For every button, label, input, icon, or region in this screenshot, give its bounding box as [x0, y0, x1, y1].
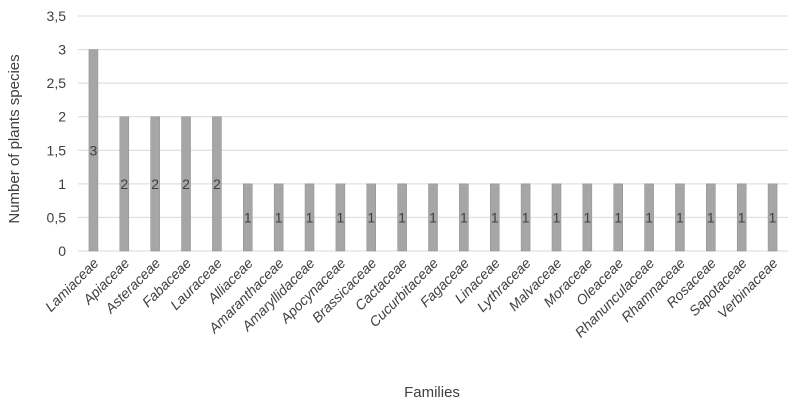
x-category-labels: LamiaceaeApiaceaeAsteraceaeFabaceaeLaura…	[42, 255, 781, 341]
y-tick-label: 1	[58, 176, 66, 192]
bar-alliaceae	[243, 183, 253, 252]
bar-fabaceae	[181, 116, 191, 252]
data-label: 1	[491, 209, 499, 225]
bar-amaryllidaceae	[304, 183, 315, 252]
bar-amaranthaceae	[273, 183, 284, 252]
y-tick-label: 0,5	[47, 209, 67, 225]
data-label: 1	[645, 209, 653, 225]
y-tick-label: 3,5	[47, 8, 67, 24]
data-label: 1	[336, 209, 344, 225]
bar-apocynaceae	[335, 183, 346, 252]
x-axis-title: Families	[404, 384, 460, 401]
y-axis-title: Number of plants species	[6, 54, 23, 223]
y-tick-labels: 0 0,5 1 1,5 2 2,5 3 3,5	[47, 8, 67, 259]
data-label: 3	[90, 142, 98, 158]
data-label: 1	[738, 209, 746, 225]
bar-apiaceae	[119, 116, 130, 252]
bar-cucurbitaceae	[428, 183, 438, 252]
y-tick-label: 2,5	[47, 75, 67, 91]
bar-moraceae	[582, 183, 593, 252]
bar-oleaceae	[613, 183, 623, 252]
data-label: 1	[275, 209, 283, 225]
data-label: 1	[429, 209, 437, 225]
bar-fagaceae	[459, 183, 469, 252]
data-label: 2	[182, 176, 190, 192]
bar-brassicaceae	[366, 183, 377, 252]
data-labels: 3 2 2 2 2 1 1 1 1 1 1 1 1 1 1 1 1 1 1 1 1 1 1	[90, 142, 777, 225]
data-label: 2	[151, 176, 159, 192]
data-label: 1	[707, 209, 715, 225]
bar-rhamnaceae	[675, 183, 685, 252]
data-label: 2	[120, 176, 128, 192]
bar-asteraceae	[150, 116, 160, 252]
data-label: 1	[306, 209, 314, 225]
bar-rosaceae	[706, 183, 716, 252]
data-label: 1	[398, 209, 406, 225]
bar-linaceae	[489, 183, 500, 252]
y-tick-label: 3	[58, 42, 66, 58]
bar-lythraceae	[520, 183, 531, 252]
data-label: 1	[522, 209, 530, 225]
y-tick-label: 2	[58, 109, 66, 125]
data-label: 1	[676, 209, 684, 225]
data-label: 1	[460, 209, 468, 225]
bar-lamiaceae	[88, 49, 99, 252]
data-label: 2	[213, 176, 221, 192]
data-label: 1	[614, 209, 622, 225]
data-label: 1	[553, 209, 561, 225]
bar-rhanunculaceae	[644, 183, 654, 252]
data-label: 1	[769, 209, 777, 225]
data-label: 1	[583, 209, 591, 225]
data-label: 1	[367, 209, 375, 225]
y-tick-label: 0	[58, 243, 66, 259]
data-label: 1	[244, 209, 252, 225]
bar-cactaceae	[397, 183, 407, 252]
bar-verbinaceae	[767, 183, 778, 252]
bar-lauraceae	[212, 116, 222, 252]
bars	[88, 49, 778, 252]
y-tick-label: 1,5	[47, 142, 67, 158]
bar-sapotaceae	[736, 183, 747, 252]
bar-malvaceae	[551, 183, 562, 252]
